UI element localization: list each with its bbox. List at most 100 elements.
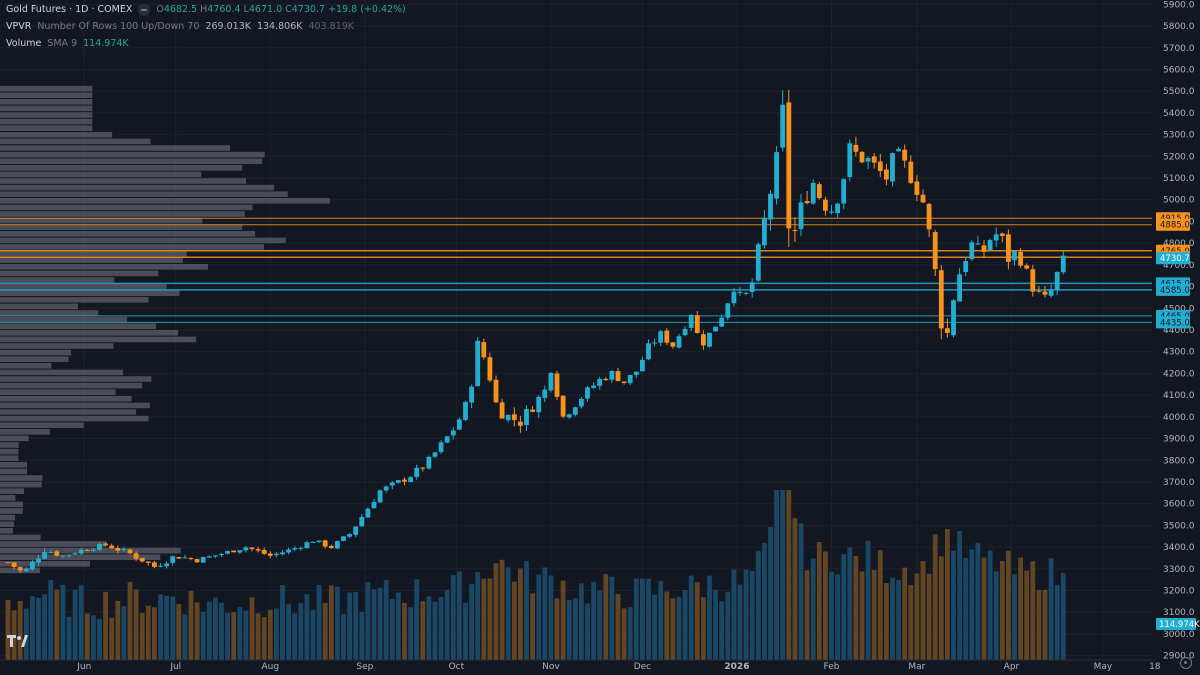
vpvr-bar	[0, 376, 152, 382]
volume-bar	[316, 585, 322, 660]
volume-bar	[42, 594, 47, 660]
candle-body	[432, 452, 438, 457]
candle-body	[597, 378, 603, 386]
candle-body	[963, 260, 969, 273]
candle-body	[890, 153, 895, 182]
symbol-title[interactable]: Gold Futures · 1D · COMEX	[6, 4, 133, 15]
volume-bar	[920, 561, 926, 660]
volume-bar	[54, 589, 60, 660]
candle-body	[316, 540, 322, 543]
volume-bar	[1042, 589, 1048, 660]
vpvr-bar	[0, 422, 84, 428]
candle-body	[572, 407, 578, 415]
candle-body	[786, 102, 792, 229]
candle-body	[389, 482, 395, 486]
volume-bar	[487, 578, 493, 660]
vpvr-legend[interactable]: VPVR Number Of Rows 100 Up/Down 70 269.0…	[6, 20, 354, 34]
candle-body	[1060, 255, 1066, 273]
vpvr-bar	[0, 303, 79, 310]
candle-body	[951, 300, 956, 336]
candle-body	[603, 378, 609, 381]
volume-badge-label: 114.974K	[1159, 620, 1200, 630]
candle-body	[188, 558, 194, 560]
candle-body	[585, 387, 590, 399]
candle-body	[194, 559, 200, 563]
volume-bar	[444, 589, 450, 660]
vpvr-bar	[0, 488, 24, 494]
y-tick-label: 5600.0	[1163, 65, 1195, 75]
volume-bar	[676, 597, 682, 660]
candle-body	[932, 232, 938, 270]
volume-bar	[304, 594, 310, 660]
price-scale[interactable]	[1152, 0, 1200, 675]
volume-bar	[579, 583, 584, 660]
y-tick-label: 4200.0	[1163, 369, 1195, 379]
volume-bar	[890, 577, 895, 660]
time-scale[interactable]	[0, 660, 1200, 675]
candle-body	[78, 549, 84, 554]
y-tick-label: 5900.0	[1163, 0, 1195, 10]
volume-bar	[518, 568, 523, 660]
candle-body	[414, 467, 420, 477]
volume-bar	[749, 570, 755, 660]
candle-body	[408, 477, 413, 483]
vpvr-bar	[0, 257, 183, 263]
tradingview-logo-icon[interactable]	[6, 633, 28, 649]
candle-body	[554, 373, 560, 397]
vpvr-bar	[0, 138, 151, 145]
vpvr-params: Number Of Rows 100 Up/Down 70	[37, 21, 200, 32]
candle-body	[17, 567, 23, 571]
candle-body	[1042, 291, 1048, 295]
vpvr-bar	[0, 382, 143, 389]
volume-bar	[353, 592, 359, 660]
ohlc-values: O4682.5 H4760.4 L4671.0 C4730.7 +19.8 (+…	[156, 3, 405, 17]
y-tick-label: 4100.0	[1163, 391, 1195, 401]
y-tick-label: 3500.0	[1163, 521, 1195, 531]
candle-body	[310, 542, 316, 544]
vpvr-bar	[0, 323, 157, 329]
candle-body	[353, 526, 359, 535]
candle-body	[658, 331, 664, 343]
vpvr-bar	[0, 99, 93, 105]
vpvr-total-value: 403.819K	[308, 21, 354, 32]
eye-icon[interactable]	[138, 4, 151, 16]
candle-body	[139, 557, 145, 562]
volume-bar	[164, 595, 169, 660]
y-tick-label: 4300.0	[1163, 348, 1195, 358]
volume-bar	[731, 569, 737, 660]
volume-bar	[652, 594, 657, 660]
vpvr-bar	[0, 369, 124, 376]
x-tick-label: Jul	[169, 662, 181, 672]
volume-bar	[1048, 558, 1054, 660]
vpvr-bar	[0, 297, 149, 303]
vpvr-bar	[0, 198, 330, 204]
change-value: +19.8 (+0.42%)	[328, 4, 406, 15]
candle-body	[505, 414, 511, 421]
volume-bar	[1036, 589, 1042, 660]
candle-body	[743, 292, 749, 294]
volume-bar	[572, 598, 578, 660]
volume-bar	[548, 575, 554, 660]
volume-legend[interactable]: Volume SMA 9 114.974K	[6, 37, 129, 51]
vpvr-bar	[0, 290, 180, 296]
volume-bar	[469, 583, 474, 660]
volume-bar	[688, 575, 694, 660]
candle-body	[499, 402, 505, 419]
volume-bar	[109, 617, 115, 660]
volume-bar	[774, 490, 779, 660]
volume-bar	[84, 613, 90, 660]
volume-bar	[310, 610, 316, 660]
candle-body	[835, 203, 840, 214]
volume-bar	[1006, 550, 1011, 660]
volume-bar	[835, 574, 840, 660]
candle-body	[853, 144, 859, 152]
y-tick-label: 5800.0	[1163, 22, 1195, 32]
candle-body	[957, 274, 962, 302]
candle-body	[286, 549, 291, 553]
x-tick-label: 18	[1149, 662, 1161, 672]
gear-icon[interactable]	[1180, 657, 1192, 669]
volume-bar	[908, 585, 914, 660]
candle-body	[231, 550, 237, 553]
